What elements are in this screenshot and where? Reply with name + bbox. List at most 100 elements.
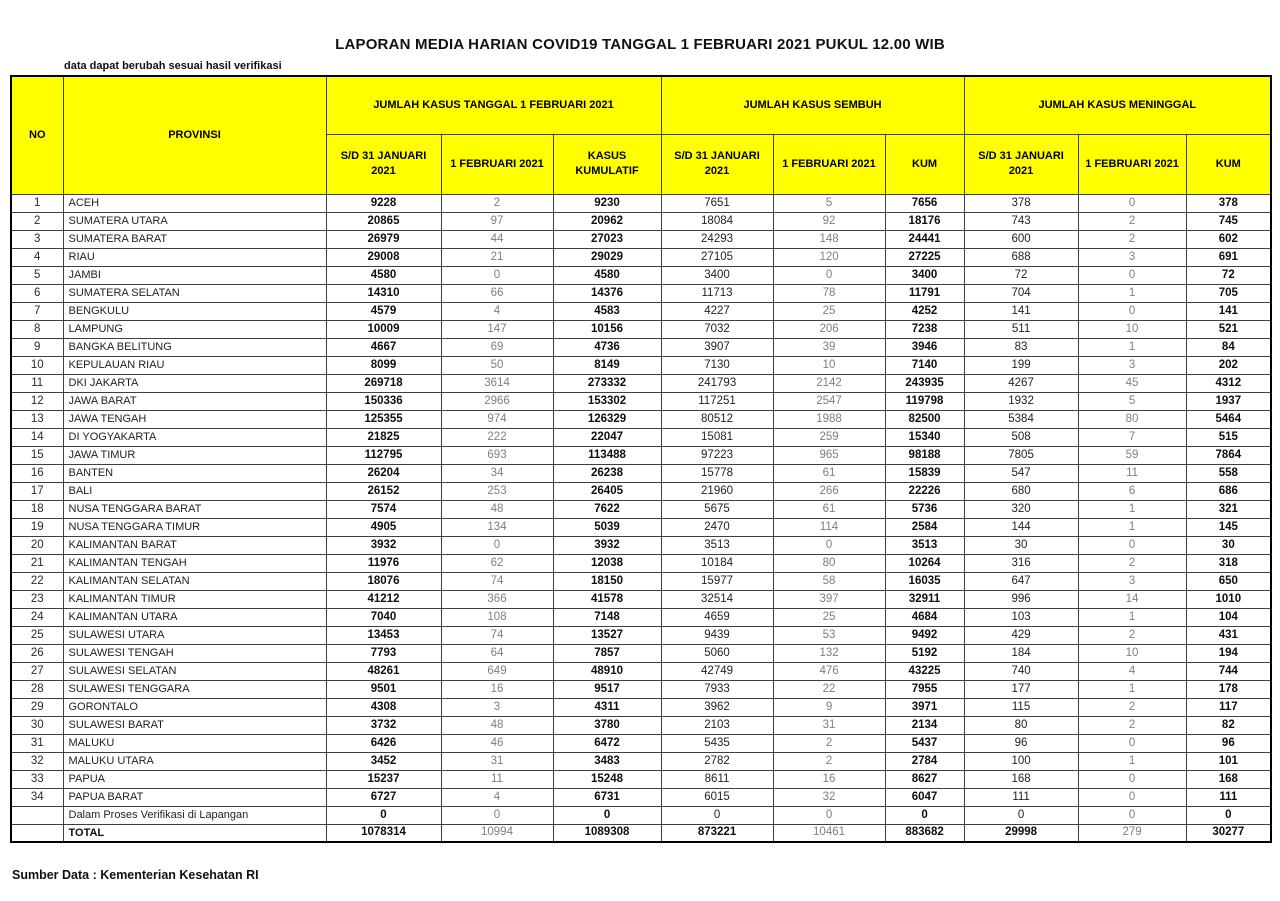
meninggal-1feb-cell: 45 <box>1077 373 1187 393</box>
province-name: BANGKA BELITUNG <box>62 337 327 357</box>
sembuh-1feb-cell: 53 <box>772 625 886 645</box>
meninggal-1feb-cell: 2 <box>1077 715 1187 735</box>
row-number: 2 <box>10 211 64 231</box>
meninggal-sd-cell: 378 <box>963 193 1079 213</box>
kasus-kum-cell: 7148 <box>552 607 662 627</box>
kasus-kum-cell: 10156 <box>552 319 662 339</box>
meninggal-sd-cell: 996 <box>963 589 1079 609</box>
meninggal-1feb-cell: 59 <box>1077 445 1187 465</box>
table-row: 33 PAPUA 15237 11 15248 8611 16 8627 168 0 168 <box>10 769 1272 789</box>
kasus-1feb-cell: 16 <box>440 679 554 699</box>
row-number: 29 <box>10 697 64 717</box>
sembuh-kum-cell: 5736 <box>884 499 965 519</box>
sembuh-kum-cell: 82500 <box>884 409 965 429</box>
province-name: NUSA TENGGARA TIMUR <box>62 517 327 537</box>
meninggal-sd-cell: 30 <box>963 535 1079 555</box>
sembuh-kum-cell: 3513 <box>884 535 965 555</box>
sembuh-sd-cell: 6015 <box>660 787 774 807</box>
kasus-kum-cell: 273332 <box>552 373 662 393</box>
total-row: TOTAL 1078314 10994 1089308 873221 10461 88368… <box>10 823 1272 843</box>
kasus-sd-cell: 15237 <box>325 769 442 789</box>
sembuh-sd-cell: 42749 <box>660 661 774 681</box>
meninggal-1feb-cell: 1 <box>1077 607 1187 627</box>
meninggal-kum-cell: 558 <box>1185 463 1272 483</box>
sembuh-1feb-cell: 2 <box>772 733 886 753</box>
sembuh-sd-cell: 80512 <box>660 409 774 429</box>
meninggal-1feb-cell: 1 <box>1077 517 1187 537</box>
kasus-kum-cell: 4311 <box>552 697 662 717</box>
kasus-sd-cell: 29008 <box>325 247 442 267</box>
kasus-kum-cell: 13527 <box>552 625 662 645</box>
kasus-sd-cell: 26979 <box>325 229 442 249</box>
kasus-kum-cell: 1089308 <box>552 823 662 843</box>
province-name: MALUKU UTARA <box>62 751 327 771</box>
kasus-sd-cell: 4667 <box>325 337 442 357</box>
meninggal-kum-cell: 7864 <box>1185 445 1272 465</box>
meninggal-kum-cell: 321 <box>1185 499 1272 519</box>
row-number: 23 <box>10 589 64 609</box>
kasus-1feb-cell: 10994 <box>440 823 554 843</box>
sembuh-kum-cell: 3400 <box>884 265 965 285</box>
sembuh-1feb-cell: 0 <box>772 805 886 825</box>
row-number: 10 <box>10 355 64 375</box>
province-name: KALIMANTAN SELATAN <box>62 571 327 591</box>
meninggal-kum-cell: 691 <box>1185 247 1272 267</box>
kasus-kum-cell: 6472 <box>552 733 662 753</box>
col-header-kasus-sd: S/D 31 JANUARI 2021 <box>325 133 442 195</box>
kasus-sd-cell: 48261 <box>325 661 442 681</box>
row-number: 27 <box>10 661 64 681</box>
col-header-sembuh-1feb: 1 FEBRUARI 2021 <box>772 133 886 195</box>
row-number: 20 <box>10 535 64 555</box>
meninggal-kum-cell: 111 <box>1185 787 1272 807</box>
kasus-sd-cell: 11976 <box>325 553 442 573</box>
row-number: 19 <box>10 517 64 537</box>
meninggal-kum-cell: 1010 <box>1185 589 1272 609</box>
kasus-1feb-cell: 222 <box>440 427 554 447</box>
meninggal-kum-cell: 104 <box>1185 607 1272 627</box>
table-row: 10 KEPULAUAN RIAU 8099 50 8149 7130 10 7140 199 3… <box>10 355 1272 375</box>
kasus-kum-cell: 7857 <box>552 643 662 663</box>
row-number: 11 <box>10 373 64 393</box>
kasus-sd-cell: 20865 <box>325 211 442 231</box>
meninggal-1feb-cell: 0 <box>1077 265 1187 285</box>
meninggal-kum-cell: 141 <box>1185 301 1272 321</box>
sembuh-1feb-cell: 10461 <box>772 823 886 843</box>
meninggal-1feb-cell: 1 <box>1077 499 1187 519</box>
meninggal-sd-cell: 29998 <box>963 823 1079 843</box>
kasus-1feb-cell: 74 <box>440 571 554 591</box>
meninggal-1feb-cell: 0 <box>1077 535 1187 555</box>
kasus-1feb-cell: 48 <box>440 499 554 519</box>
kasus-sd-cell: 269718 <box>325 373 442 393</box>
meninggal-sd-cell: 177 <box>963 679 1079 699</box>
table-row: 30 SULAWESI BARAT 3732 48 3780 2103 31 2134 80 2 8… <box>10 715 1272 735</box>
kasus-kum-cell: 3780 <box>552 715 662 735</box>
kasus-1feb-cell: 3 <box>440 697 554 717</box>
kasus-1feb-cell: 974 <box>440 409 554 429</box>
sembuh-kum-cell: 16035 <box>884 571 965 591</box>
sembuh-sd-cell: 2103 <box>660 715 774 735</box>
kasus-1feb-cell: 108 <box>440 607 554 627</box>
meninggal-1feb-cell: 2 <box>1077 211 1187 231</box>
meninggal-1feb-cell: 3 <box>1077 247 1187 267</box>
sembuh-kum-cell: 243935 <box>884 373 965 393</box>
kasus-sd-cell: 21825 <box>325 427 442 447</box>
sembuh-kum-cell: 18176 <box>884 211 965 231</box>
meninggal-1feb-cell: 5 <box>1077 391 1187 411</box>
sembuh-1feb-cell: 92 <box>772 211 886 231</box>
row-number <box>10 805 64 825</box>
province-name: Dalam Proses Verifikasi di Lapangan <box>62 805 327 825</box>
row-number: 32 <box>10 751 64 771</box>
sembuh-sd-cell: 10184 <box>660 553 774 573</box>
meninggal-1feb-cell: 0 <box>1077 733 1187 753</box>
covid-report-table: NO PROVINSI JUMLAH KASUS TANGGAL 1 FEBRU… <box>10 75 1273 843</box>
meninggal-sd-cell: 7805 <box>963 445 1079 465</box>
kasus-sd-cell: 7793 <box>325 643 442 663</box>
table-row: 11 DKI JAKARTA 269718 3614 273332 241793 2142 2… <box>10 373 1272 393</box>
kasus-sd-cell: 26152 <box>325 481 442 501</box>
sembuh-kum-cell: 3946 <box>884 337 965 357</box>
meninggal-sd-cell: 100 <box>963 751 1079 771</box>
sembuh-kum-cell: 15340 <box>884 427 965 447</box>
meninggal-1feb-cell: 1 <box>1077 283 1187 303</box>
kasus-1feb-cell: 2 <box>440 193 554 213</box>
kasus-sd-cell: 41212 <box>325 589 442 609</box>
